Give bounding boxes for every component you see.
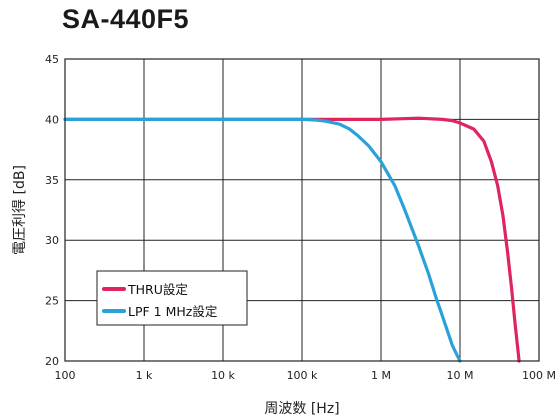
x-tick-label: 1 M <box>371 369 391 382</box>
y-tick-label: 35 <box>45 174 59 187</box>
x-tick-label: 10 M <box>447 369 474 382</box>
series-group <box>63 116 521 363</box>
series-line-2 <box>63 117 462 363</box>
x-axis-label: 周波数 [Hz] <box>264 401 339 417</box>
y-tick-label: 20 <box>45 355 59 368</box>
x-tick-label: 100 <box>55 369 76 382</box>
x-tick-label: 100 M <box>522 369 556 382</box>
x-tick-label: 1 k <box>136 369 153 382</box>
y-axis-label: 電圧利得 [dB] <box>11 165 28 255</box>
legend-label-1: THRU設定 <box>127 282 188 297</box>
y-tick-label: 30 <box>45 234 59 247</box>
y-tick-label: 25 <box>45 295 59 308</box>
chart-title: SA-440F5 <box>62 4 190 34</box>
plot-frame <box>64 58 540 362</box>
x-tick-label: 100 k <box>287 369 318 382</box>
y-tick-label: 45 <box>45 53 59 66</box>
y-tick-labels: 20 25 30 35 40 45 <box>45 53 59 368</box>
y-tick-label: 40 <box>45 113 59 126</box>
x-tick-label: 10 k <box>211 369 235 382</box>
legend: THRU設定 LPF 1 MHz設定 <box>96 270 248 326</box>
legend-label-2: LPF 1 MHz設定 <box>128 304 217 319</box>
legend-box <box>96 270 248 326</box>
x-tick-labels: 100 1 k 10 k 100 k 1 M 10 M 100 M <box>55 369 556 382</box>
